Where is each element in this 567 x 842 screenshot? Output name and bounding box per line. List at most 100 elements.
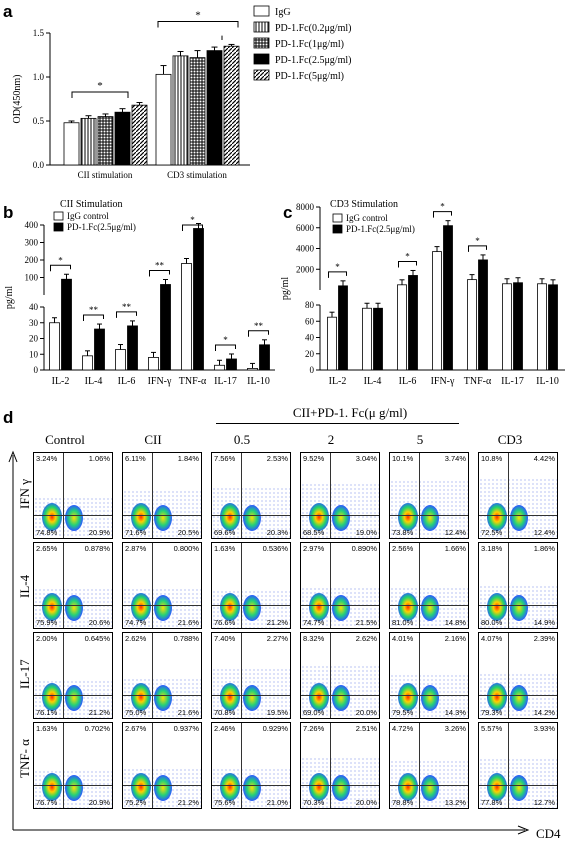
flow-gate-vertical [62, 453, 64, 538]
flow-quadrant-upper-left: 4.72% [392, 724, 414, 733]
flow-population-cd4pos [154, 775, 172, 801]
flow-quadrant-upper-left: 2.87% [125, 544, 147, 553]
flow-gate-horizontal [34, 695, 112, 697]
flow-quadrant-upper-left: 2.46% [214, 724, 236, 733]
flow-quadrant-upper-right: 2.39% [533, 634, 555, 643]
flow-plot: 5.57% 3.93% 77.8% 12.7% [478, 722, 558, 809]
flow-population-cd4neg [42, 593, 62, 621]
flow-quadrant-lower-right: 21.6% [177, 708, 199, 717]
flow-quadrant-lower-left: 76.7% [36, 798, 58, 807]
flow-population-cd4neg [398, 593, 418, 621]
flow-population-cd4pos [510, 595, 528, 621]
flow-quadrant-upper-left: 2.65% [36, 544, 58, 553]
flow-quadrant-lower-right: 19.5% [266, 708, 288, 717]
flow-population-cd4pos [243, 595, 261, 621]
flow-gate-vertical [418, 723, 420, 808]
flow-quadrant-lower-right: 12.4% [533, 528, 555, 537]
chart-c-bar [408, 275, 418, 371]
flow-quadrant-upper-right: 0.702% [84, 724, 110, 733]
chart-c-ytick-label: 20 [305, 349, 315, 359]
flow-quadrant-lower-right: 20.6% [88, 618, 110, 627]
flow-population-cd4pos [243, 685, 261, 711]
flow-quadrant-upper-left: 3.18% [481, 544, 503, 553]
chart-b-title: CII Stimulation [60, 199, 123, 210]
chart-a-legend-swatch [253, 21, 270, 33]
chart-c-legend-label: IgG control [346, 213, 388, 223]
chart-b-bracket [182, 224, 203, 231]
chart-c-bar [362, 307, 372, 371]
flow-gate-vertical [329, 633, 331, 718]
flow-population-cd4neg [131, 683, 151, 711]
chart-c-significance: * [475, 236, 480, 246]
flow-gate-vertical [240, 453, 242, 538]
chart-b-legend-label: IgG control [67, 211, 109, 221]
chart-b-ytick-label: 100 [25, 273, 39, 283]
flow-plot: 10.8% 4.42% 72.5% 12.4% [478, 452, 558, 539]
flow-population-cd4neg [487, 773, 507, 801]
flow-row-label: IFN γ [17, 479, 32, 509]
flow-quadrant-upper-left: 7.26% [303, 724, 325, 733]
flow-population-cd4neg [309, 773, 329, 801]
chart-a-legend-swatch [253, 5, 270, 17]
flow-quadrant-upper-left: 2.62% [125, 634, 147, 643]
flow-quadrant-lower-right: 21.2% [88, 708, 110, 717]
flow-quadrant-lower-left: 74.7% [303, 618, 325, 627]
flow-quadrant-lower-left: 81.0% [392, 618, 414, 627]
flow-quadrant-lower-left: 77.8% [481, 798, 503, 807]
flow-gate-vertical [507, 633, 509, 718]
flow-quadrant-lower-right: 20.5% [177, 528, 199, 537]
flow-quadrant-lower-left: 79.5% [392, 708, 414, 717]
chart-a-ytick-label: 1.0 [33, 72, 45, 82]
flow-population-cd4neg [220, 683, 240, 711]
chart-c-title: CD3 Stimulation [330, 199, 398, 210]
flow-quadrant-upper-right: 0.937% [173, 724, 199, 733]
flow-gate-vertical [418, 633, 420, 718]
chart-b-ytick-label: 200 [25, 255, 39, 265]
chart-a-ytick-label: 1.5 [33, 28, 45, 38]
flow-plot: 8.32% 2.62% 69.0% 20.0% [300, 632, 380, 719]
chart-b-bar [61, 278, 72, 371]
flow-population-cd4pos [421, 505, 439, 531]
chart-a-bar [155, 73, 172, 166]
flow-quadrant-lower-left: 74.7% [125, 618, 147, 627]
flow-gate-horizontal [123, 605, 201, 607]
chart-b-significance: ** [122, 302, 132, 312]
flow-quadrant-upper-left: 7.40% [214, 634, 236, 643]
flow-quadrant-lower-right: 14.2% [533, 708, 555, 717]
flow-gate-vertical [240, 723, 242, 808]
flow-gate-vertical [151, 453, 153, 538]
flow-gate-horizontal [123, 515, 201, 517]
flow-quadrant-upper-left: 1.63% [36, 724, 58, 733]
chart-c-legend-swatch [332, 213, 343, 223]
chart-a-category-label: CD3 stimulation [167, 170, 227, 180]
chart-b-category-label: IFN-γ [148, 376, 172, 387]
flow-gate-vertical [151, 723, 153, 808]
chart-a-legend-label: IgG [275, 7, 291, 18]
flow-gate-vertical [507, 543, 509, 628]
chart-a-bracket [157, 21, 239, 28]
flow-quadrant-upper-right: 1.06% [88, 454, 110, 463]
flow-population-cd4neg [42, 683, 62, 711]
chart-b-ytick-label: 30 [29, 318, 39, 328]
flow-quadrant-lower-left: 75.2% [125, 798, 147, 807]
flow-quadrant-lower-right: 21.5% [355, 618, 377, 627]
chart-b-bracket [83, 314, 104, 322]
flow-population-cd4pos [332, 595, 350, 621]
chart-a-bracket [71, 91, 129, 98]
flow-gate-vertical [507, 453, 509, 538]
chart-c-ylabel: pg/ml [280, 277, 291, 301]
flow-quadrant-upper-left: 9.52% [303, 454, 325, 463]
flow-quadrant-upper-left: 1.63% [214, 544, 236, 553]
chart-b-category-label: IL-10 [247, 376, 270, 387]
flow-population-cd4neg [309, 683, 329, 711]
chart-b-ylabel: pg/ml [4, 286, 15, 310]
flow-quadrant-lower-left: 69.6% [214, 528, 236, 537]
chart-c-bracket [433, 211, 452, 218]
flow-quadrant-upper-right: 2.27% [266, 634, 288, 643]
chart-c-bar [432, 251, 442, 371]
flow-gate-vertical [151, 543, 153, 628]
flow-plot: 2.00% 0.645% 76.1% 21.2% [33, 632, 113, 719]
flow-quadrant-upper-left: 5.57% [481, 724, 503, 733]
chart-b-bracket [116, 311, 137, 318]
chart-a-legend-label: PD-1.Fc(0.2μg/ml) [275, 23, 351, 34]
